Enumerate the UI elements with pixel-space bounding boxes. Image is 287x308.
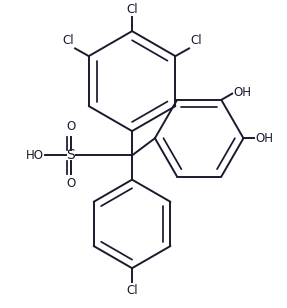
Text: HO: HO — [26, 149, 44, 162]
Text: Cl: Cl — [62, 34, 74, 47]
Text: Cl: Cl — [191, 34, 202, 47]
Text: OH: OH — [233, 86, 251, 99]
Text: O: O — [66, 120, 75, 133]
Text: S: S — [66, 148, 75, 162]
Text: OH: OH — [255, 132, 274, 145]
Text: Cl: Cl — [126, 284, 138, 297]
Text: O: O — [66, 177, 75, 190]
Text: Cl: Cl — [126, 3, 138, 16]
